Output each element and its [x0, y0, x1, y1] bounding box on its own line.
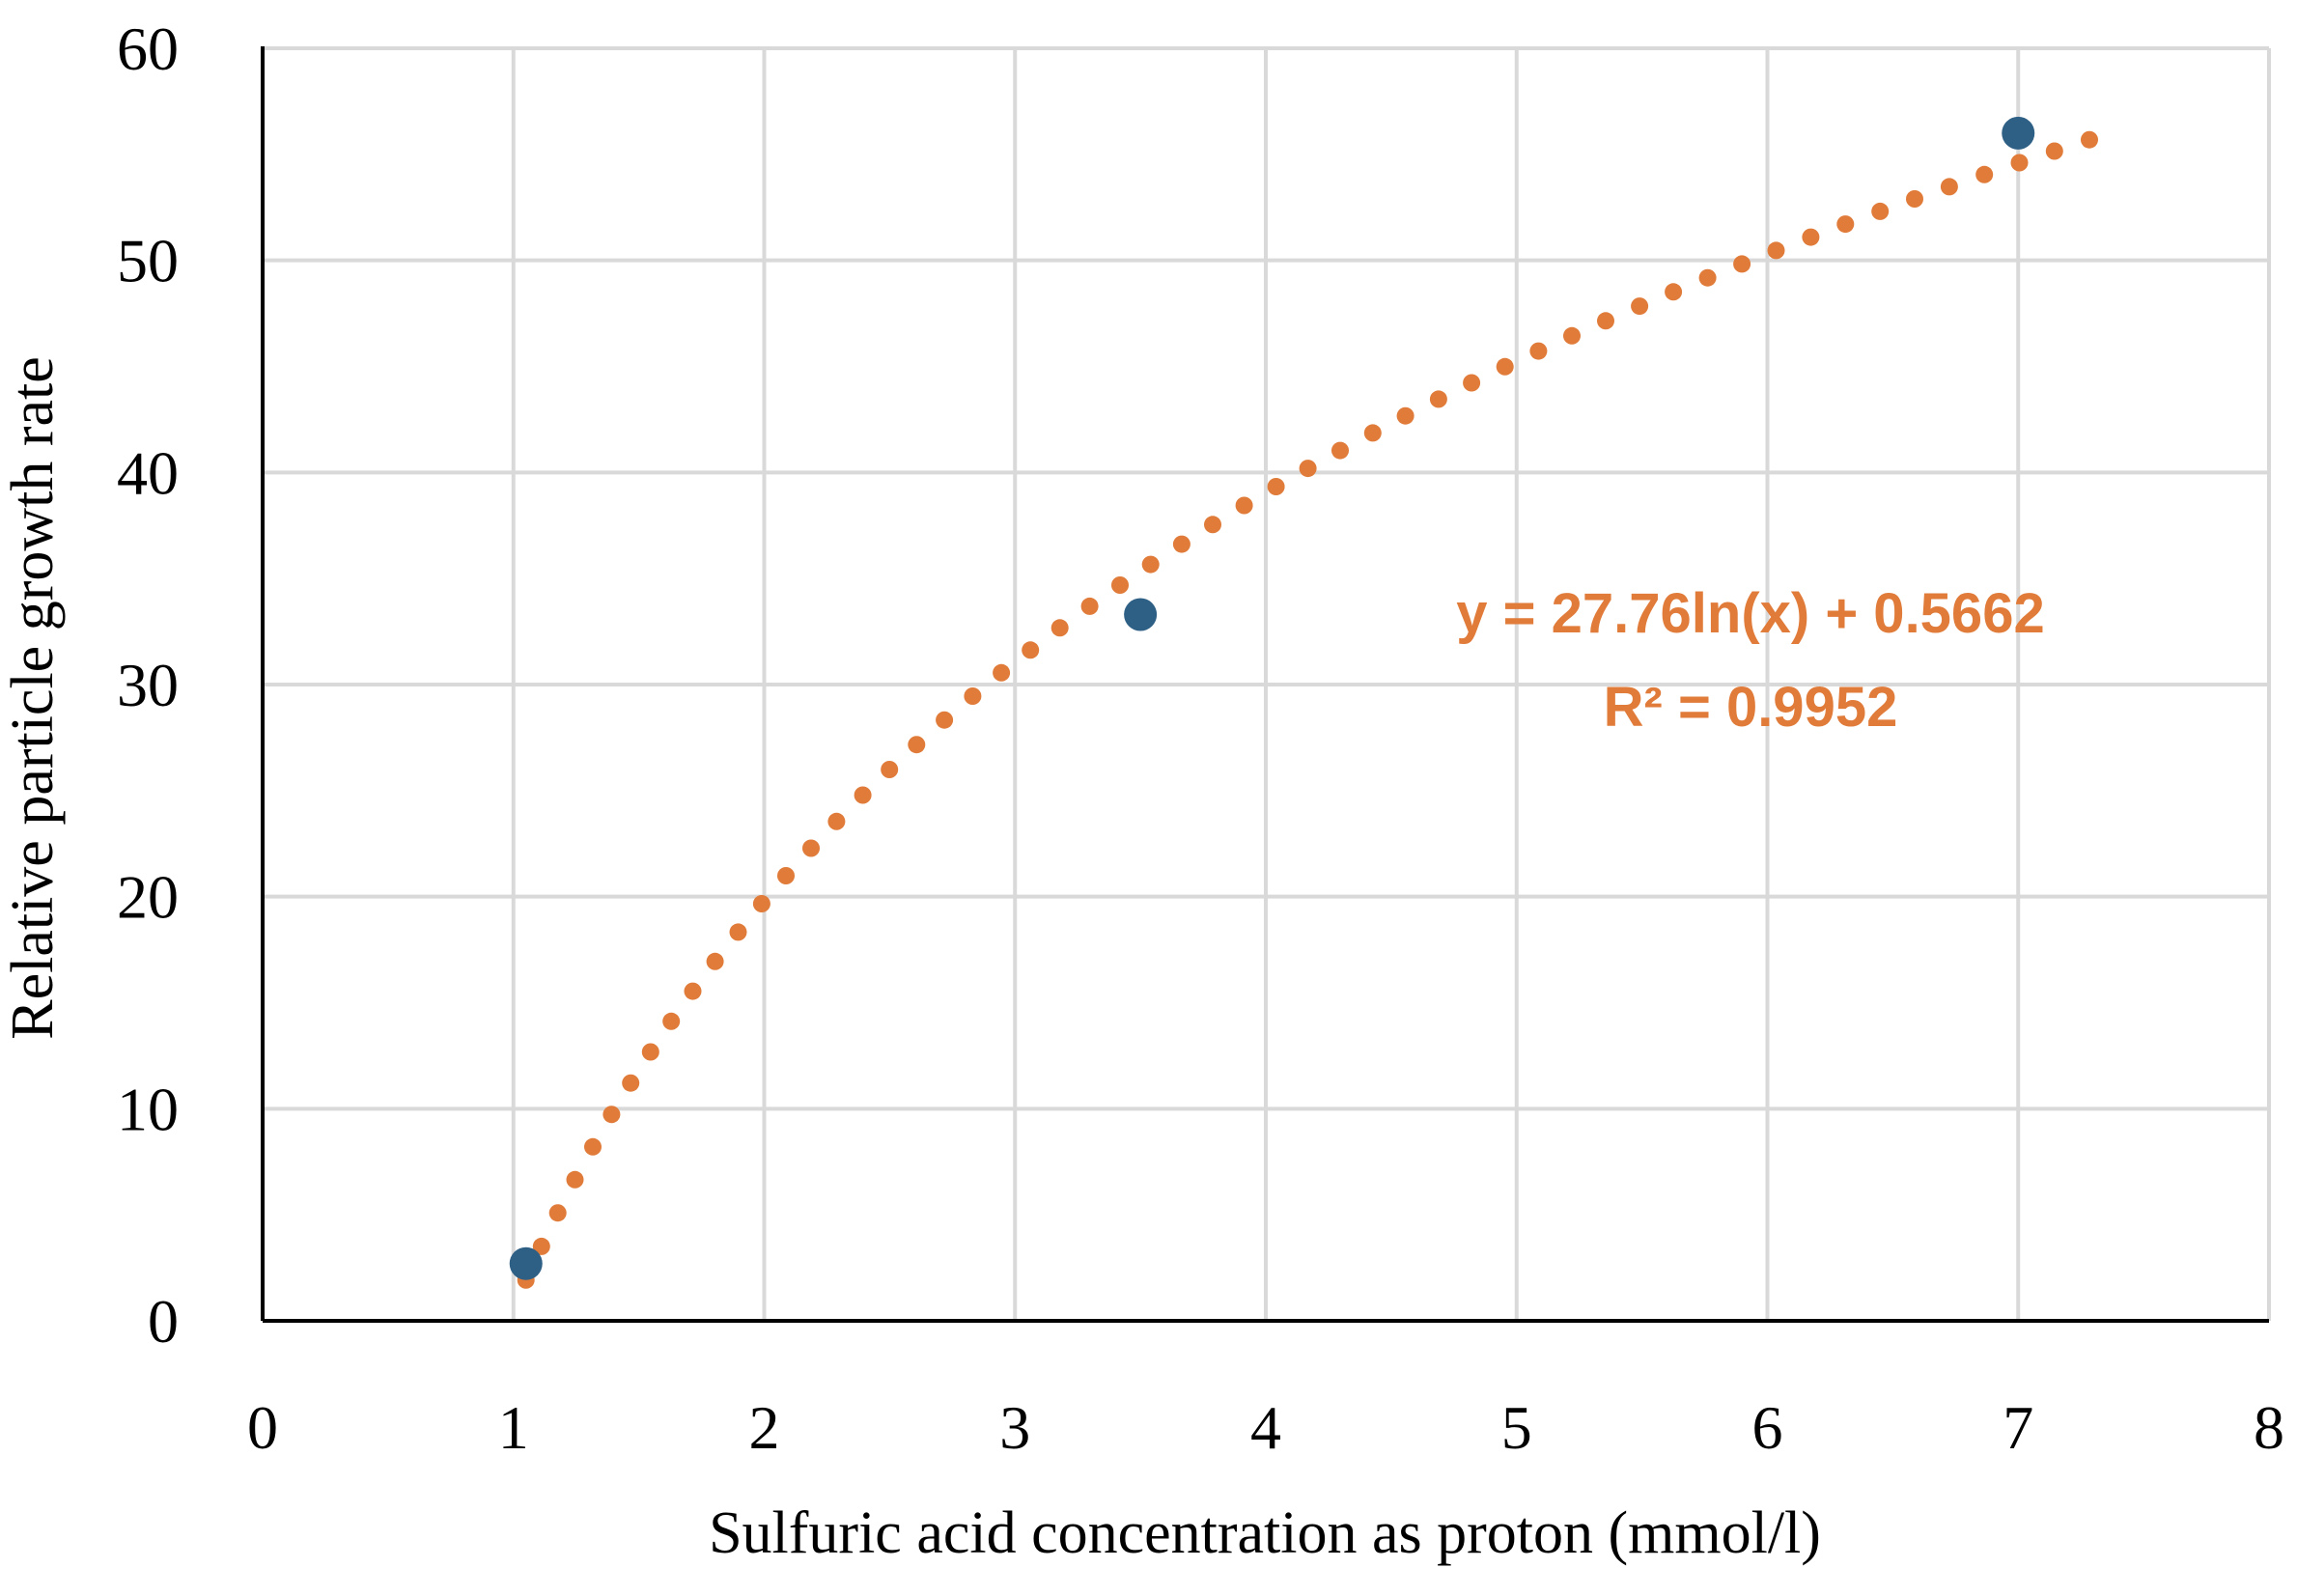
y-tick-label: 60: [117, 14, 179, 83]
trendline-dot: [662, 1012, 681, 1030]
trendline-dot: [1235, 496, 1253, 515]
trendline-dot: [1204, 516, 1221, 534]
trendline-dot: [566, 1170, 584, 1189]
trendline-dot: [1906, 190, 1923, 208]
trendline-dot: [1429, 390, 1447, 408]
trendline-dot: [1871, 202, 1890, 220]
trendline-dot: [993, 663, 1011, 682]
y-tick-label: 50: [117, 227, 179, 295]
trendline-dot: [1172, 535, 1191, 553]
trendline-dot: [854, 786, 872, 804]
trendline-equation: y = 27.76ln(x) + 0.5662: [1456, 582, 2044, 645]
trendline-dot: [1631, 297, 1649, 316]
trendline-dot: [729, 923, 747, 941]
trendline-dot: [964, 687, 982, 705]
trendline: [517, 130, 2098, 1289]
trendline-dot: [1975, 165, 1994, 183]
trendline-dot: [1331, 441, 1349, 460]
trendline-dot: [641, 1043, 659, 1061]
trendline-dot: [1529, 342, 1548, 360]
x-axis-title: Sulfuric acid concentration as proton (m…: [709, 1500, 1821, 1566]
trendline-dot: [752, 895, 770, 912]
trendline-dot: [1050, 619, 1069, 637]
trendline-dot: [532, 1237, 550, 1255]
trendline-dot: [1299, 460, 1317, 478]
trendline-dot: [1080, 597, 1099, 615]
y-tick-label: 40: [117, 438, 179, 507]
trendline-dot: [548, 1204, 567, 1222]
trendline-dot: [802, 839, 820, 857]
x-tick-label: 0: [247, 1393, 278, 1462]
trendline-dot: [1141, 555, 1160, 574]
trendline-dot: [602, 1106, 621, 1124]
x-tick-label: 1: [498, 1393, 529, 1462]
trendline-dot: [2010, 154, 2029, 172]
trendline-dot: [2045, 142, 2063, 160]
axes: [261, 46, 2269, 1323]
trendline-dot: [827, 812, 846, 830]
trendline-dot: [1597, 312, 1614, 330]
trendline-dot: [1267, 478, 1285, 495]
trendline-dot: [908, 736, 926, 754]
trendline-dot: [936, 711, 954, 729]
data-point: [2002, 116, 2035, 150]
trendline-dot: [1563, 326, 1581, 345]
trendline-dot: [684, 982, 702, 1000]
data-points: [509, 116, 2035, 1280]
trendline-dot: [1767, 241, 1785, 260]
trendline-dot: [1733, 255, 1751, 273]
x-tick-label: 2: [749, 1393, 780, 1462]
trendline-dot: [1698, 268, 1717, 287]
trendline-dot: [2081, 130, 2098, 149]
trendline-dot: [1665, 283, 1683, 301]
trendline-dot: [584, 1137, 602, 1156]
trendline-dot: [1022, 641, 1040, 659]
y-tick-label: 0: [148, 1287, 179, 1356]
data-point: [509, 1246, 543, 1280]
x-tick-label: 6: [1752, 1393, 1783, 1462]
trendline-dot: [1463, 374, 1481, 392]
x-tick-label: 7: [2003, 1393, 2033, 1462]
y-tick-label: 30: [117, 651, 179, 719]
trendline-dot: [777, 867, 795, 884]
x-tick-label: 8: [2254, 1393, 2284, 1462]
trendline-dot: [706, 952, 724, 970]
trendline-r-squared: R² = 0.9952: [1604, 676, 1898, 739]
grid-lines: [263, 46, 2271, 1321]
data-point: [1124, 598, 1158, 631]
y-tick-labels: 0 10 20 30 40 50 60: [117, 14, 179, 1356]
trendline-dot: [881, 761, 899, 778]
y-axis-title: Relative particle growth rate: [0, 356, 66, 1040]
x-tick-label: 4: [1250, 1393, 1281, 1462]
trendline-dot: [1496, 357, 1514, 376]
y-tick-label: 10: [117, 1075, 179, 1143]
x-tick-label: 5: [1501, 1393, 1532, 1462]
x-tick-label: 3: [999, 1393, 1030, 1462]
trendline-dot: [1802, 228, 1820, 246]
trendline-dot: [1363, 424, 1382, 442]
trendline-dot: [622, 1074, 640, 1092]
trendline-dot: [1836, 215, 1855, 234]
y-tick-label: 20: [117, 863, 179, 932]
trendline-dot: [1396, 406, 1415, 425]
x-tick-labels: 0 1 2 3 4 5 6 7 8: [247, 1393, 2284, 1462]
trendline-dot: [1940, 178, 1958, 196]
trendline-dot: [1111, 576, 1129, 594]
